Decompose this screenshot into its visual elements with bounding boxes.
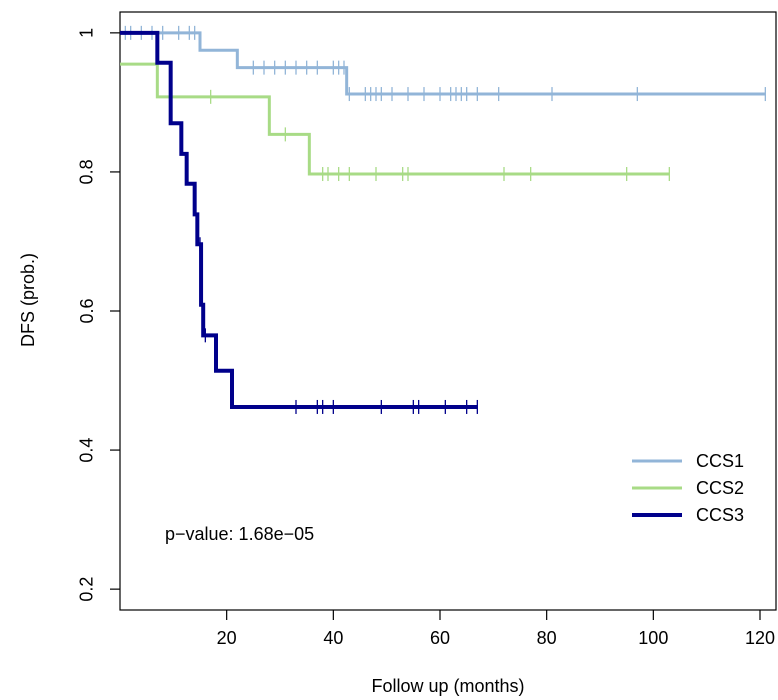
x-tick-label: 120 [745,628,775,648]
y-tick-label: 0.8 [77,159,97,184]
series-layer [120,25,766,414]
legend-ccs3-label: CCS3 [696,505,744,525]
plot-layer: 20 40 60 80 100 120 0.2 0.4 0.6 0.8 1 [77,11,777,648]
x-tick-label: 20 [217,628,237,648]
legend-ccs2-label: CCS2 [696,478,744,498]
y-tick-label: 0.6 [77,298,97,323]
legend: CCS1 CCS2 CCS3 [632,451,744,525]
ccs1-survival-line [120,31,766,96]
y-tick-label: 0.4 [77,438,97,463]
ccs3-survival-line [120,30,478,409]
y-axis-label: DFS (prob.) [18,253,38,347]
x-tick-label: 80 [537,628,557,648]
legend-ccs1-label: CCS1 [696,451,744,471]
x-tick-label: 40 [323,628,343,648]
y-tick-label: 1 [77,28,97,38]
x-tick-label: 60 [430,628,450,648]
x-axis-label: Follow up (months) [371,676,524,696]
y-tick-label: 0.2 [77,577,97,602]
ccs2-survival-line [120,62,670,176]
p-value-annotation: p−value: 1.68e−05 [165,524,314,544]
x-tick-label: 100 [638,628,668,648]
